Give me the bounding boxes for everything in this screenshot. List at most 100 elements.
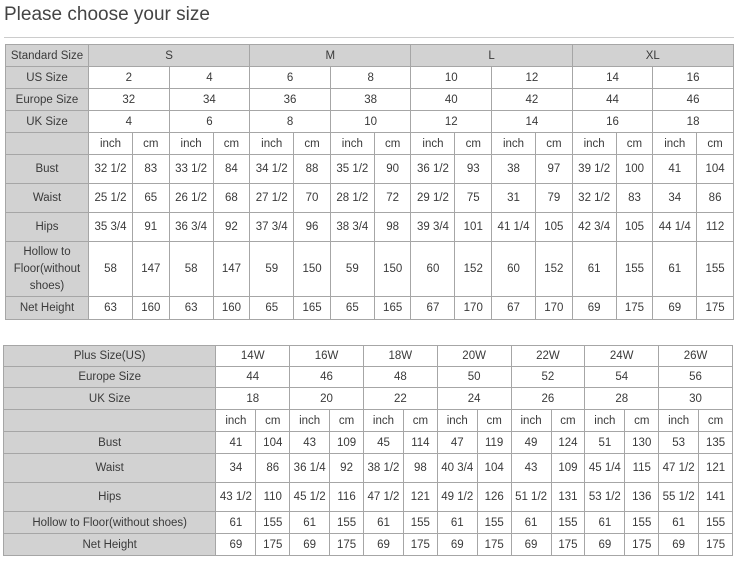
row-label: Hollow to Floor(without shoes) xyxy=(5,241,89,297)
unit-cm: cm xyxy=(698,409,733,432)
inch-value: 58 xyxy=(168,241,214,297)
cm-value: 121 xyxy=(698,453,733,483)
inch-value: 33 1/2 xyxy=(168,154,214,184)
inch-value: 53 xyxy=(658,431,700,454)
cm-value: 96 xyxy=(293,212,331,242)
size-value: 6 xyxy=(249,66,331,89)
row-label: UK Size xyxy=(2,387,217,410)
size-value: 44 xyxy=(215,366,291,388)
unit-inch: inch xyxy=(88,132,133,155)
size-value: 4 xyxy=(88,110,170,133)
size-group-l: L xyxy=(410,44,573,67)
cm-value: 175 xyxy=(476,533,512,556)
us-size-row: Plus Size(US) 14W 16W 18W 20W 22W 24W 26W xyxy=(2,345,733,367)
inch-value: 34 xyxy=(652,183,698,213)
size-value: 14W xyxy=(215,345,291,367)
inch-value: 69 xyxy=(510,533,552,556)
inch-value: 47 1/2 xyxy=(658,453,700,483)
size-value: 12 xyxy=(491,66,573,89)
inch-value: 69 xyxy=(215,533,257,556)
row-label: Plus Size(US) xyxy=(2,345,217,367)
cm-value: 126 xyxy=(476,482,512,512)
cm-value: 170 xyxy=(535,296,573,320)
inch-value: 60 xyxy=(410,241,456,297)
unit-cm: cm xyxy=(212,132,251,155)
inch-value: 43 1/2 xyxy=(215,482,257,512)
cm-value: 175 xyxy=(329,533,364,556)
cm-value: 160 xyxy=(212,296,251,320)
cm-value: 115 xyxy=(624,453,660,483)
cm-value: 170 xyxy=(454,296,493,320)
inch-value: 53 1/2 xyxy=(584,482,626,512)
inch-value: 25 1/2 xyxy=(88,183,133,213)
unit-row: inch cm inch cm inch cm inch cm inch cm inch cm inch… xyxy=(5,132,734,155)
inch-value: 61 xyxy=(436,511,478,534)
inch-value: 51 1/2 xyxy=(510,482,552,512)
uk-size-row: UK Size 4 6 8 10 12 14 16 18 xyxy=(5,110,734,133)
cm-value: 155 xyxy=(403,511,438,534)
cm-value: 116 xyxy=(329,482,364,512)
inch-value: 29 1/2 xyxy=(410,183,456,213)
row-label: Waist xyxy=(2,453,217,483)
cm-value: 104 xyxy=(476,453,512,483)
row-label: Bust xyxy=(2,431,217,454)
inch-value: 47 xyxy=(436,431,478,454)
size-value: 24 xyxy=(436,387,512,410)
cm-value: 155 xyxy=(698,511,733,534)
cm-value: 98 xyxy=(373,212,412,242)
cm-value: 165 xyxy=(293,296,331,320)
cm-value: 83 xyxy=(615,183,654,213)
size-value: 18W xyxy=(362,345,438,367)
cm-value: 92 xyxy=(212,212,251,242)
cm-value: 114 xyxy=(403,431,438,454)
size-value: 4 xyxy=(168,66,251,89)
size-group-m: M xyxy=(249,44,412,67)
size-value: 10 xyxy=(329,110,412,133)
cm-value: 165 xyxy=(373,296,412,320)
inch-value: 61 xyxy=(652,241,698,297)
cm-value: 86 xyxy=(696,183,734,213)
cm-value: 83 xyxy=(132,154,170,184)
inch-value: 44 1/4 xyxy=(652,212,698,242)
cm-value: 155 xyxy=(476,511,512,534)
inch-value: 42 3/4 xyxy=(571,212,617,242)
size-value: 20W xyxy=(436,345,512,367)
inch-value: 61 xyxy=(289,511,331,534)
size-value: 34 xyxy=(168,88,251,111)
size-value: 30 xyxy=(658,387,733,410)
cm-value: 104 xyxy=(255,431,291,454)
cm-value: 121 xyxy=(403,482,438,512)
unit-inch: inch xyxy=(168,132,214,155)
row-label: Hollow to Floor(without shoes) xyxy=(2,511,217,534)
measurement-row-hollow: Hollow to Floor(without shoes) 61 155 61 155… xyxy=(2,511,733,534)
inch-value: 45 xyxy=(362,431,405,454)
unit-cm: cm xyxy=(535,132,573,155)
measurement-row-bust: Bust 41 104 43 109 45 114 47 119 49 124 51 130 53 135 xyxy=(2,431,733,454)
inch-value: 27 1/2 xyxy=(249,183,295,213)
unit-cm: cm xyxy=(476,409,512,432)
unit-cm: cm xyxy=(615,132,654,155)
size-value: 52 xyxy=(510,366,586,388)
cm-value: 93 xyxy=(454,154,493,184)
inch-value: 69 xyxy=(289,533,331,556)
cm-value: 155 xyxy=(624,511,660,534)
inch-value: 49 1/2 xyxy=(436,482,478,512)
cm-value: 110 xyxy=(255,482,291,512)
cm-value: 175 xyxy=(403,533,438,556)
inch-value: 43 xyxy=(289,431,331,454)
inch-value: 41 xyxy=(652,154,698,184)
inch-value: 65 xyxy=(249,296,295,320)
unit-inch: inch xyxy=(571,132,617,155)
inch-value: 35 1/2 xyxy=(329,154,375,184)
unit-cm: cm xyxy=(454,132,493,155)
inch-value: 63 xyxy=(168,296,214,320)
cm-value: 105 xyxy=(615,212,654,242)
unit-inch: inch xyxy=(329,132,375,155)
inch-value: 40 3/4 xyxy=(436,453,478,483)
inch-value: 61 xyxy=(571,241,617,297)
inch-value: 35 3/4 xyxy=(88,212,133,242)
unit-row: inch cm inch cm inch cm inch cm inch cm inch cm inch… xyxy=(2,409,733,432)
row-label: Waist xyxy=(5,183,89,213)
inch-value: 69 xyxy=(436,533,478,556)
cm-value: 119 xyxy=(476,431,512,454)
